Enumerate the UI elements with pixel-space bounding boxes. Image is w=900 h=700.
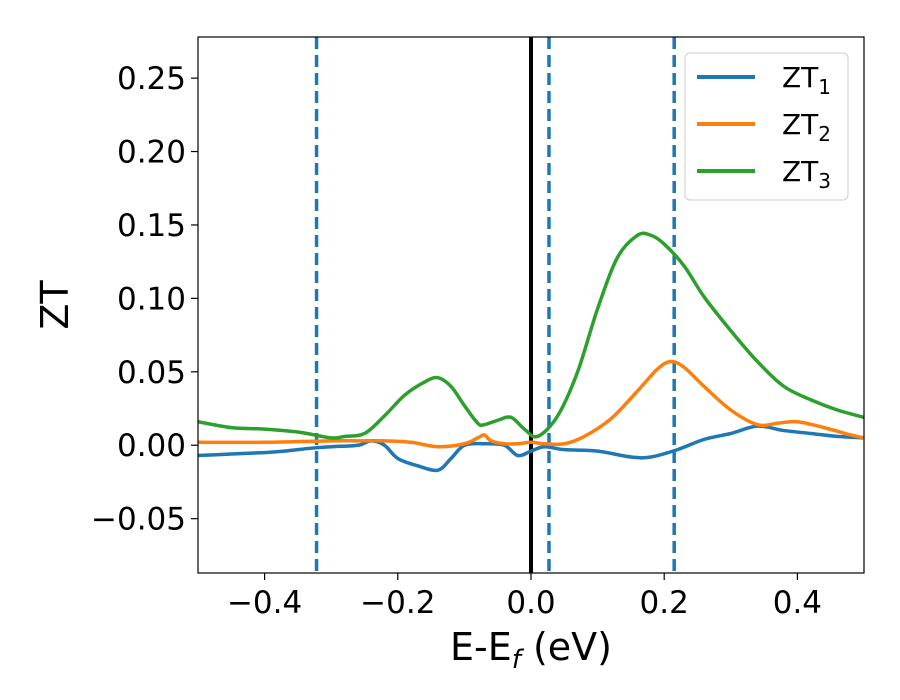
x-tick-label: 0.2 [640, 585, 689, 621]
x-axis: −0.4 −0.2 0.0 0.2 0.4 [227, 573, 822, 621]
x-tick-label: 0.0 [506, 585, 555, 621]
x-axis-label: E-Ef (eV) [450, 625, 612, 675]
series-line-zt3 [198, 231, 864, 440]
legend-label: ZT3 [782, 155, 831, 193]
y-tick-label: 0.10 [117, 281, 186, 317]
y-tick-label: 0.00 [117, 428, 186, 464]
y-tick-label: 0.05 [117, 355, 186, 391]
y-axis: −0.05 0.00 0.05 0.10 0.15 0.20 0.25 [91, 61, 198, 538]
y-tick-label: 0.15 [117, 208, 186, 244]
legend-box [684, 52, 849, 201]
legend-label: ZT2 [782, 108, 831, 146]
legend-label: ZT1 [782, 61, 831, 99]
x-tick-label: −0.4 [227, 585, 302, 621]
x-tick-label: −0.2 [360, 585, 435, 621]
reference-lines [314, 37, 676, 573]
x-tick-label: 0.4 [773, 585, 822, 621]
y-tick-label: 0.20 [117, 135, 186, 171]
series-layer [198, 231, 864, 473]
y-axis-label: ZT [33, 280, 77, 330]
y-tick-label: 0.25 [117, 61, 186, 97]
y-tick-label: −0.05 [91, 502, 186, 538]
series-line-zt2 [198, 359, 864, 449]
legend: ZT1 ZT2 ZT3 [684, 52, 849, 201]
